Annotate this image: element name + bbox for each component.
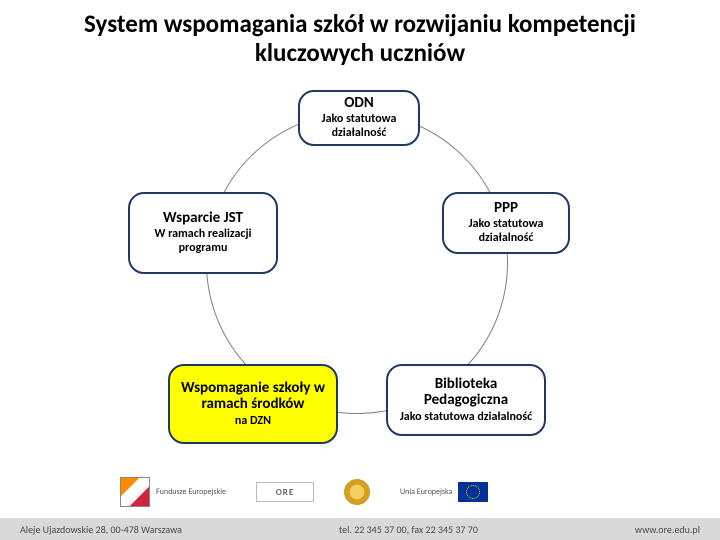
node-wspomaganie-title: Wspomaganie szkoły w ramach środków (176, 380, 330, 413)
node-biblioteka-subtitle: Jako statutowa działalność (400, 411, 532, 425)
node-ppp: PPPJako statutowa działalność (442, 192, 570, 254)
node-ppp-title: PPP (494, 200, 518, 217)
footer-tel: tel. 22 345 37 00, fax 22 345 37 70 (339, 523, 478, 536)
page-title: System wspomagania szkół w rozwijaniu ko… (80, 10, 640, 68)
emblem-icon (344, 479, 370, 505)
node-odn: ODNJako statutowa działalność (298, 90, 420, 146)
node-odn-subtitle: Jako statutowa działalność (306, 113, 412, 141)
footer-address: Aleje Ujazdowskie 28, 00-478 Warszawa (20, 523, 182, 536)
node-wsparcie-subtitle: W ramach realizacji programu (136, 228, 270, 256)
logo-ore: ORE (256, 482, 314, 502)
node-wsparcie: Wsparcie JSTW ramach realizacji programu (128, 192, 278, 274)
fe-label: Fundusze Europejskie (156, 487, 226, 497)
node-odn-title: ODN (344, 95, 373, 112)
node-wspomaganie-subtitle: na DZN (235, 415, 271, 429)
ore-icon: ORE (256, 482, 314, 502)
footer-url: www.ore.edu.pl (635, 523, 700, 536)
eu-flag-icon (458, 482, 488, 502)
logo-fe: Fundusze Europejskie (120, 477, 226, 507)
fe-icon (120, 477, 150, 507)
node-wsparcie-title: Wsparcie JST (163, 210, 243, 227)
node-biblioteka: Biblioteka Pedagogiczna Jako statutowa dz… (386, 364, 546, 436)
logo-ue: Unia Europejska (400, 482, 488, 502)
footer-bar: Aleje Ujazdowskie 28, 00-478 Warszawa te… (0, 518, 720, 540)
logo-emblem (344, 479, 370, 505)
node-ppp-subtitle: Jako statutowa działalność (450, 218, 562, 246)
footer-logos: Fundusze Europejskie ORE Unia Europejska (120, 472, 488, 512)
node-biblioteka-title: Biblioteka Pedagogiczna (394, 376, 538, 409)
node-wspomaganie: Wspomaganie szkoły w ramach środków na DZ… (168, 364, 338, 444)
ue-label: Unia Europejska (400, 487, 452, 497)
